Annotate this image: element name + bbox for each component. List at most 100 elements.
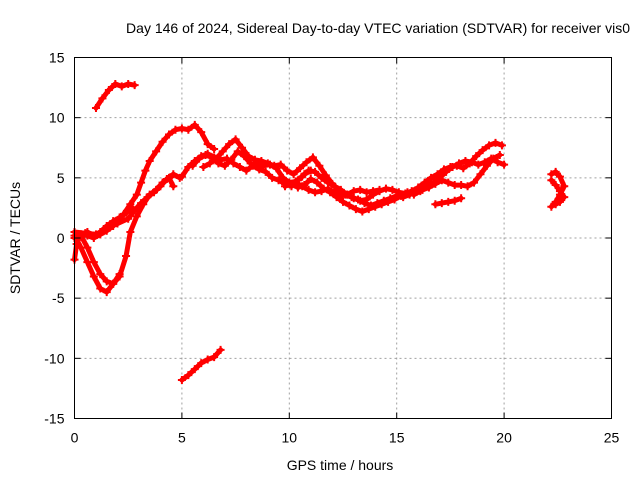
data-point <box>321 171 330 180</box>
x-tick-label: 10 <box>282 430 298 446</box>
axis-ticks: 0 5 10 15 20 25 -15 -10 -5 0 5 10 15 <box>44 50 619 446</box>
data-point <box>91 104 100 113</box>
y-tick-label: -5 <box>52 290 65 306</box>
data-point <box>351 205 360 214</box>
y-tick-label: 0 <box>57 230 65 246</box>
x-tick-label: 25 <box>604 430 620 446</box>
data-point <box>156 182 165 191</box>
chart-title: Day 146 of 2024, Sidereal Day-to-day VTE… <box>126 20 630 36</box>
data-point <box>177 375 186 384</box>
data-point <box>109 217 118 226</box>
data-point <box>246 159 255 168</box>
data-point <box>242 166 251 175</box>
data-point <box>201 150 210 159</box>
y-tick-label: -15 <box>44 411 64 427</box>
data-point <box>442 167 451 176</box>
data-point <box>143 193 152 202</box>
data-point <box>560 193 569 202</box>
data-point <box>429 178 438 187</box>
data-point <box>422 182 431 191</box>
data-point <box>311 167 320 176</box>
data-point <box>274 176 283 185</box>
grid <box>74 57 612 419</box>
data-point <box>169 182 178 191</box>
data-point <box>102 221 111 230</box>
data-point <box>235 163 244 172</box>
series-track-6 <box>70 203 137 242</box>
data-point <box>122 208 131 217</box>
data-point <box>276 160 285 169</box>
data-point <box>435 173 444 182</box>
data-point <box>83 227 92 236</box>
y-tick-label: -10 <box>44 350 64 366</box>
data-point <box>257 156 266 165</box>
data-point <box>491 138 500 147</box>
data-point <box>96 270 105 279</box>
data-point <box>210 353 219 362</box>
data-point <box>231 135 240 144</box>
data-point <box>283 166 292 175</box>
data-point <box>124 79 133 88</box>
data-point <box>126 227 135 236</box>
data-point <box>212 154 221 163</box>
data-point <box>555 172 564 181</box>
data-point <box>467 158 476 167</box>
data-point <box>304 166 313 175</box>
data-point <box>203 355 212 364</box>
data-point <box>547 176 556 185</box>
series-track-13 <box>431 194 466 209</box>
data-point <box>349 187 358 196</box>
data-point <box>560 182 569 191</box>
data-point <box>122 252 131 261</box>
data-point <box>459 164 468 173</box>
data-point <box>205 159 214 168</box>
data-point <box>308 153 317 162</box>
data-point <box>102 277 111 286</box>
data-point <box>317 173 326 182</box>
data-point <box>298 182 307 191</box>
data-point <box>450 196 459 205</box>
data-point <box>470 178 479 187</box>
data-point <box>495 150 504 159</box>
y-axis-label: SDTVAR / TECUs <box>7 182 23 294</box>
data-point <box>165 130 174 139</box>
data-point <box>375 185 384 194</box>
data-point <box>225 140 234 149</box>
data-point <box>431 200 440 209</box>
data-point <box>500 160 509 169</box>
data-point <box>83 243 92 252</box>
data-point <box>218 147 227 156</box>
data-point <box>177 172 186 181</box>
data-point <box>463 182 472 191</box>
data-point <box>190 365 199 374</box>
data-point <box>132 190 141 199</box>
data-point <box>444 178 453 187</box>
data-point <box>89 231 98 240</box>
data-point <box>457 194 466 203</box>
data-point <box>354 195 363 204</box>
data-point <box>343 190 352 199</box>
data-point <box>555 187 564 196</box>
data-point <box>493 158 502 167</box>
data-point <box>381 184 390 193</box>
data-point <box>210 144 219 153</box>
data-point <box>263 159 272 168</box>
data-point <box>233 147 242 156</box>
data-point <box>330 188 339 197</box>
data-point <box>362 188 371 197</box>
data-point <box>358 207 367 216</box>
series-line <box>72 205 135 241</box>
data-point <box>457 181 466 190</box>
data-point <box>497 141 506 150</box>
data-point <box>177 124 186 133</box>
data-point <box>89 258 98 267</box>
data-point <box>238 143 247 152</box>
data-point <box>109 279 118 288</box>
data-point <box>220 161 229 170</box>
data-point <box>117 82 126 91</box>
data-point <box>377 200 386 209</box>
data-point <box>444 197 453 206</box>
data-point <box>304 185 313 194</box>
